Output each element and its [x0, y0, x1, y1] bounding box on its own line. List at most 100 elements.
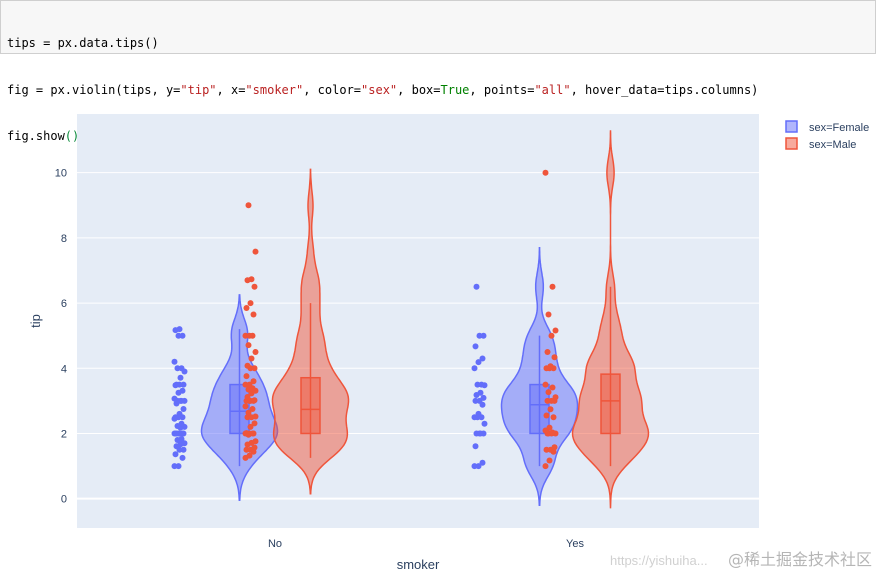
data-point[interactable]: [473, 283, 480, 290]
data-point[interactable]: [478, 381, 485, 388]
data-point[interactable]: [546, 457, 553, 464]
data-point[interactable]: [181, 440, 188, 447]
data-point[interactable]: [176, 410, 183, 417]
legend-swatch[interactable]: [785, 137, 798, 150]
data-point[interactable]: [475, 359, 482, 366]
data-point[interactable]: [545, 311, 552, 318]
data-point[interactable]: [248, 355, 255, 362]
data-point[interactable]: [171, 395, 178, 402]
data-point[interactable]: [542, 169, 549, 176]
data-point[interactable]: [179, 454, 186, 461]
data-point[interactable]: [175, 463, 182, 470]
code-cell[interactable]: tips = px.data.tips() fig = px.violin(ti…: [0, 0, 876, 143]
data-point[interactable]: [479, 459, 486, 466]
data-point[interactable]: [480, 394, 487, 401]
data-point[interactable]: [472, 443, 479, 450]
violin-chart[interactable]: 0 2 4 6 8 10 No Yes smoker tip sex=Female sex=Male: [0, 54, 878, 574]
data-point[interactable]: [477, 430, 484, 437]
data-point[interactable]: [471, 365, 478, 372]
data-point[interactable]: [243, 373, 250, 380]
data-point[interactable]: [549, 429, 556, 436]
data-point[interactable]: [252, 413, 259, 420]
data-point[interactable]: [544, 349, 551, 355]
data-point[interactable]: [247, 300, 254, 307]
data-point[interactable]: [176, 326, 183, 333]
data-point[interactable]: [552, 394, 559, 401]
data-point[interactable]: [252, 349, 259, 355]
data-point[interactable]: [245, 342, 252, 349]
data-point[interactable]: [178, 397, 185, 404]
data-point[interactable]: [178, 420, 185, 427]
data-point[interactable]: [179, 332, 186, 339]
data-point[interactable]: [480, 332, 487, 339]
data-point[interactable]: [551, 354, 558, 361]
data-point[interactable]: [179, 387, 186, 394]
data-point[interactable]: [477, 389, 484, 396]
data-point[interactable]: [249, 406, 256, 412]
box-iqr[interactable]: [600, 373, 621, 435]
data-point[interactable]: [251, 444, 258, 451]
data-point[interactable]: [547, 363, 554, 370]
data-point[interactable]: [252, 438, 259, 445]
data-point[interactable]: [479, 355, 486, 362]
data-point[interactable]: [543, 412, 550, 419]
legend-label[interactable]: sex=Female: [809, 122, 869, 134]
data-point[interactable]: [245, 409, 252, 416]
data-point[interactable]: [251, 420, 258, 427]
data-point[interactable]: [247, 423, 254, 430]
data-point[interactable]: [180, 406, 187, 412]
data-point[interactable]: [549, 384, 556, 391]
data-point[interactable]: [173, 430, 180, 437]
data-point[interactable]: [548, 397, 555, 404]
data-point[interactable]: [252, 248, 259, 255]
data-point[interactable]: [481, 420, 488, 427]
data-point[interactable]: [243, 305, 250, 311]
data-point[interactable]: [248, 276, 255, 283]
data-point[interactable]: [545, 389, 552, 396]
data-point[interactable]: [472, 343, 479, 350]
data-point[interactable]: [180, 446, 187, 453]
data-point[interactable]: [244, 394, 251, 400]
data-point[interactable]: [546, 424, 553, 431]
data-point[interactable]: [177, 374, 184, 381]
data-point[interactable]: [172, 414, 179, 421]
violin-layer[interactable]: [200, 130, 650, 509]
data-point[interactable]: [245, 202, 252, 209]
box-iqr[interactable]: [300, 376, 321, 435]
data-point[interactable]: [250, 430, 257, 437]
data-point[interactable]: [180, 381, 187, 388]
data-point[interactable]: [547, 406, 554, 413]
data-point[interactable]: [172, 451, 179, 458]
data-point[interactable]: [550, 414, 557, 421]
points-layer[interactable]: [171, 169, 559, 470]
data-point[interactable]: [178, 365, 185, 372]
data-point[interactable]: [551, 444, 558, 451]
legend[interactable]: sex=Female sex=Male: [785, 120, 869, 151]
data-point[interactable]: [251, 365, 258, 372]
data-point[interactable]: [178, 436, 185, 442]
data-point[interactable]: [242, 403, 249, 410]
data-point[interactable]: [542, 381, 549, 388]
data-point[interactable]: [475, 410, 482, 417]
data-point[interactable]: [246, 332, 253, 339]
data-point[interactable]: [251, 397, 258, 404]
data-point[interactable]: [250, 311, 257, 318]
data-point[interactable]: [251, 283, 258, 290]
data-point[interactable]: [471, 414, 478, 421]
data-point[interactable]: [180, 430, 187, 437]
data-point[interactable]: [246, 381, 253, 388]
legend-swatch[interactable]: [785, 120, 798, 133]
data-point[interactable]: [542, 463, 549, 470]
legend-label[interactable]: sex=Male: [809, 139, 856, 151]
data-point[interactable]: [475, 463, 482, 470]
data-point[interactable]: [548, 332, 555, 339]
data-point[interactable]: [246, 452, 253, 459]
box-iqr[interactable]: [229, 383, 250, 435]
data-point[interactable]: [173, 381, 180, 388]
data-point[interactable]: [250, 378, 257, 385]
data-point[interactable]: [244, 362, 251, 369]
data-point[interactable]: [171, 358, 178, 365]
data-point[interactable]: [549, 283, 556, 290]
data-point[interactable]: [552, 327, 559, 334]
data-point[interactable]: [243, 430, 250, 437]
